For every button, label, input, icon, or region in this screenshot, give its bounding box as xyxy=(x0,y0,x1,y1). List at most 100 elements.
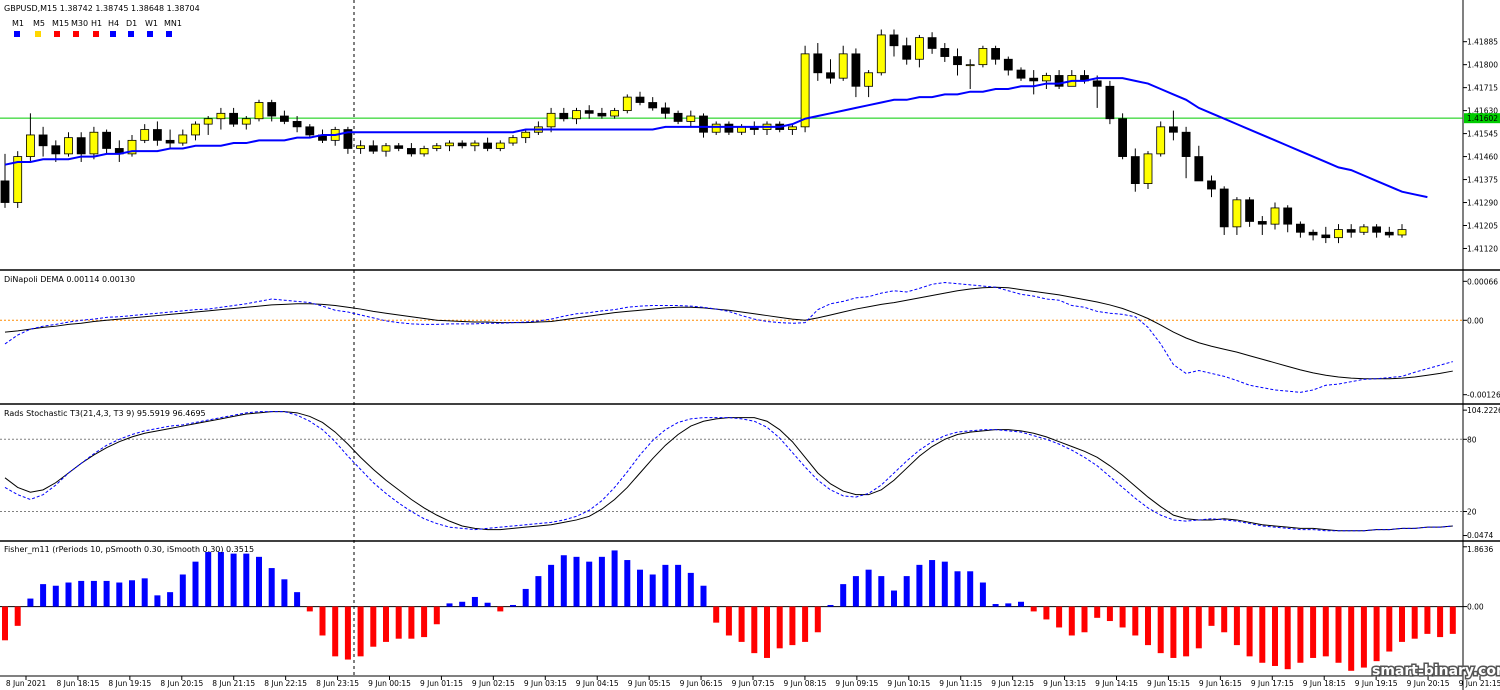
price-tick-label: 1.41375 xyxy=(1467,176,1498,185)
fisher-bar-negative xyxy=(383,606,389,642)
bear-candle xyxy=(1054,75,1064,87)
moving-average-line xyxy=(4,77,1428,199)
fisher-bar-negative xyxy=(1119,606,1126,628)
time-tick-label: 9 Jun 18:15 xyxy=(1303,679,1346,688)
time-tick-label: 9 Jun 13:15 xyxy=(1043,679,1086,688)
bear-candle xyxy=(1372,226,1381,233)
timeframe-bar[interactable]: M1 M5 M15 M30 H1 H4 D1 W1 MN1 xyxy=(12,19,182,37)
bear-candle xyxy=(483,142,493,149)
bear-candle xyxy=(267,102,277,117)
time-tick-label: 9 Jun 19:15 xyxy=(1355,679,1398,688)
bull-candle xyxy=(1397,229,1407,236)
timeframe-label-h1: H1 xyxy=(91,19,102,28)
fisher-bar-negative xyxy=(1233,606,1240,646)
fisher-bar-positive xyxy=(916,564,923,607)
price-pane[interactable]: 1.41885 1.41800 1.41715 1.41630 1.41545 1.414… xyxy=(0,4,1500,253)
time-axis: 8 Jun 2021 8 Jun 18:15 8 Jun 19:15 8 Jun 20… xyxy=(6,676,1500,688)
fisher-bar-positive xyxy=(116,582,123,607)
bull-candle xyxy=(508,137,518,144)
time-tick-label: 9 Jun 11:15 xyxy=(939,679,982,688)
fisher-bar-positive xyxy=(205,552,212,607)
bear-candle xyxy=(584,110,594,114)
fisher-bar-negative xyxy=(497,606,504,612)
timeframe-indicator-m15 xyxy=(54,31,60,37)
fisher-bar-negative xyxy=(1157,606,1164,654)
timeframe-indicator-m1 xyxy=(14,31,20,37)
fisher-bar-positive xyxy=(459,601,466,607)
bull-candle xyxy=(610,110,619,117)
fisher-bar-negative xyxy=(1056,606,1063,628)
fisher-bar-positive xyxy=(179,574,186,607)
fisher-bar-positive xyxy=(840,584,847,607)
stochastic-axis: 104.2226 80 20 0.0474 xyxy=(1463,406,1500,540)
dema-title: DiNapoli DEMA 0.00114 0.00130 xyxy=(4,275,135,284)
time-tick-label: 8 Jun 2021 xyxy=(6,679,47,688)
fisher-bar-positive xyxy=(637,569,643,607)
fisher-bar-positive xyxy=(27,598,34,607)
price-tick-label: 1.41290 xyxy=(1467,199,1498,208)
bear-candle xyxy=(1257,221,1267,225)
bull-candle xyxy=(432,145,442,149)
chart-title: GBPUSD,M15 1.38742 1.38745 1.38648 1.387… xyxy=(4,4,200,13)
fisher-bar-positive xyxy=(65,582,72,607)
fisher-tick-label: 1.8636 xyxy=(1467,545,1493,554)
fisher-bar-positive xyxy=(649,574,656,607)
fisher-bar-positive xyxy=(256,556,262,607)
price-tick-label: 1.41545 xyxy=(1467,130,1498,139)
price-tick-label: 1.41715 xyxy=(1467,84,1498,93)
fisher-bar-positive xyxy=(535,576,542,607)
time-tick-label: 9 Jun 21:15 xyxy=(1459,679,1500,688)
bear-candle xyxy=(1092,80,1102,87)
price-tick-label: 1.41800 xyxy=(1467,61,1498,70)
fisher-bar-positive xyxy=(929,560,936,607)
bull-candle xyxy=(419,148,429,155)
bull-candle xyxy=(1232,199,1242,228)
fisher-bar-negative xyxy=(1195,606,1202,649)
fisher-bar-positive xyxy=(700,585,707,607)
fisher-bar-negative xyxy=(1297,606,1304,663)
bull-candle xyxy=(788,126,797,130)
timeframe-indicator-mn1 xyxy=(166,31,172,37)
bull-candle xyxy=(876,34,886,74)
time-tick-label: 9 Jun 02:15 xyxy=(472,679,515,688)
fisher-pane: 1.8636 0.00 -2.0 Fisher_m11 (rPeriods 10, … xyxy=(0,545,1493,676)
fisher-axis: 1.8636 0.00 -2.0 xyxy=(1463,545,1493,676)
bear-candle xyxy=(724,123,734,133)
bull-candle xyxy=(1270,207,1280,225)
bear-candle xyxy=(940,48,950,57)
bear-candle xyxy=(1245,199,1254,222)
fisher-bar-negative xyxy=(1246,606,1253,657)
bull-candle xyxy=(1156,126,1166,155)
bull-candle xyxy=(127,139,137,155)
fisher-bar-negative xyxy=(1132,606,1139,636)
stochastic-pane: 104.2226 80 20 0.0474 Rads Stochastic T3(21… xyxy=(0,406,1500,540)
time-tick-label: 9 Jun 04:15 xyxy=(576,679,619,688)
timeframe-label-w1: W1 xyxy=(145,19,158,28)
timeframe-indicator-m5 xyxy=(35,31,41,37)
fisher-bar-negative xyxy=(1360,606,1367,668)
bear-candle xyxy=(1169,126,1178,133)
bear-candle xyxy=(406,148,416,155)
bear-candle xyxy=(1016,69,1026,79)
fisher-bar-positive xyxy=(586,561,593,607)
fisher-bar-negative xyxy=(1030,606,1037,612)
fisher-bar-negative xyxy=(421,606,428,638)
current-price-tag-label: 1.41602 xyxy=(1467,114,1498,123)
fisher-bar-positive xyxy=(560,555,567,607)
fisher-bar-negative xyxy=(1424,606,1431,634)
fisher-bar-positive xyxy=(878,576,885,607)
time-tick-label: 9 Jun 06:15 xyxy=(680,679,723,688)
price-tick-label: 1.41630 xyxy=(1467,107,1498,116)
bull-candle xyxy=(241,118,251,125)
fisher-bar-negative xyxy=(1221,606,1228,633)
fisher-bar-positive xyxy=(967,571,974,607)
bull-candle xyxy=(546,112,556,128)
timeframe-label-mn1: MN1 xyxy=(164,19,182,28)
bear-candle xyxy=(1118,118,1127,157)
bull-candle xyxy=(965,64,975,67)
fisher-bar-positive xyxy=(852,576,859,607)
fisher-bar-positive xyxy=(827,604,834,607)
bear-candle xyxy=(368,145,378,152)
bull-candle xyxy=(25,134,35,157)
